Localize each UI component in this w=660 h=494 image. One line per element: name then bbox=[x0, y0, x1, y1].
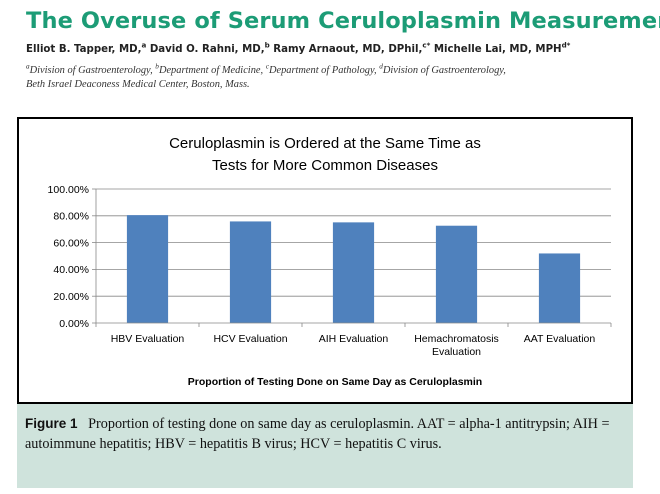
bar bbox=[435, 225, 478, 323]
y-tick-label: 0.00% bbox=[59, 318, 89, 330]
x-tick-label: HCV Evaluation bbox=[213, 333, 287, 345]
x-tick-label: Hemachromatosis bbox=[414, 333, 499, 345]
author-marker: a bbox=[141, 40, 147, 50]
bar bbox=[332, 222, 375, 323]
x-axis-title: Proportion of Testing Done on Same Day a… bbox=[188, 376, 482, 388]
y-tick-label: 20.00% bbox=[53, 291, 89, 303]
figure-caption-box: Figure 1 Proportion of testing done on s… bbox=[17, 404, 633, 488]
y-tick-label: 40.00% bbox=[53, 264, 89, 276]
affiliations: aDivision of Gastroenterology, bDepartme… bbox=[26, 62, 636, 92]
caption-label: Figure 1 bbox=[25, 416, 78, 431]
affiliation-item: Department of Pathology, bbox=[268, 65, 377, 76]
x-tick-label: AAT Evaluation bbox=[524, 333, 596, 345]
author-name: Michelle Lai, MD, MPH bbox=[433, 44, 562, 55]
author-name: Elliot B. Tapper, MD, bbox=[26, 44, 142, 55]
author-marker: b bbox=[264, 40, 270, 50]
chart-title-line: Ceruloplasmin is Ordered at the Same Tim… bbox=[169, 135, 481, 152]
bar bbox=[229, 221, 272, 323]
y-tick-label: 80.00% bbox=[53, 211, 89, 223]
x-tick-label: AIH Evaluation bbox=[319, 333, 389, 345]
figure-panel: Ceruloplasmin is Ordered at the Same Tim… bbox=[17, 117, 633, 404]
bar bbox=[538, 253, 581, 323]
affiliation-marker: a bbox=[26, 62, 30, 71]
author-name: Ramy Arnaout, MD, DPhil, bbox=[273, 44, 423, 55]
affiliation-marker: c bbox=[265, 62, 269, 71]
y-tick-labels: 0.00% 20.00% 40.00% 60.00% 80.00% 100.00% bbox=[48, 184, 89, 330]
author-list: Elliot B. Tapper, MD,a David O. Rahni, M… bbox=[26, 40, 571, 55]
gridlines bbox=[92, 188, 611, 324]
bars bbox=[126, 215, 581, 323]
affiliation-item: Division of Gastroenterology, bbox=[382, 65, 506, 76]
y-tick-label: 60.00% bbox=[53, 237, 89, 249]
x-tick-label: HBV Evaluation bbox=[111, 333, 185, 345]
affiliation-marker: d bbox=[379, 62, 383, 71]
bar-chart: Ceruloplasmin is Ordered at the Same Tim… bbox=[48, 135, 612, 388]
author-marker: c* bbox=[422, 40, 431, 50]
affiliation-marker: b bbox=[155, 62, 159, 71]
author-marker: d* bbox=[561, 40, 571, 50]
affiliation-institution: Beth Israel Deaconess Medical Center, Bo… bbox=[26, 79, 250, 90]
bar bbox=[126, 215, 169, 323]
affiliation-item: Division of Gastroenterology, bbox=[29, 65, 153, 76]
chart-title-line: Tests for More Common Diseases bbox=[212, 157, 438, 174]
author-name: David O. Rahni, MD, bbox=[149, 44, 265, 55]
axes bbox=[95, 189, 612, 327]
affiliation-item: Department of Medicine, bbox=[158, 65, 264, 76]
y-tick-label: 100.00% bbox=[48, 184, 89, 196]
x-tick-label: Evaluation bbox=[432, 346, 481, 358]
figure-caption: Figure 1 Proportion of testing done on s… bbox=[25, 414, 625, 454]
caption-text: Proportion of testing done on same day a… bbox=[25, 416, 610, 452]
category-labels: HBV Evaluation HCV Evaluation AIH Evaluati… bbox=[111, 333, 596, 358]
article-title: The Overuse of Serum Ceruloplasmin Measu… bbox=[26, 8, 660, 34]
